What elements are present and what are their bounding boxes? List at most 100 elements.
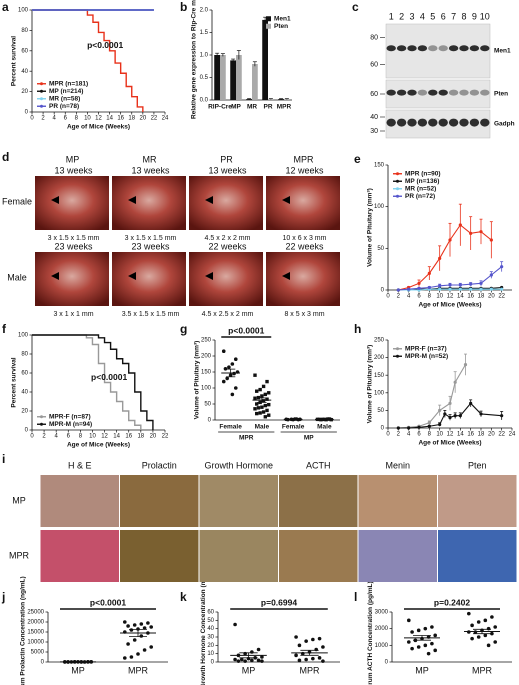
y-tick-label: 150 bbox=[374, 373, 385, 379]
group-label: MPR bbox=[239, 435, 254, 442]
y-tick-label: 0 bbox=[381, 426, 385, 432]
age-label: 22 weeks bbox=[208, 241, 247, 251]
point bbox=[256, 647, 261, 652]
x-tick-label: 4 bbox=[407, 294, 411, 300]
point bbox=[479, 287, 483, 291]
blot-label: Men1 bbox=[494, 48, 511, 55]
age-label: 13 weeks bbox=[131, 165, 170, 175]
x-tick-label: 12 bbox=[101, 434, 108, 440]
survival-line bbox=[32, 334, 142, 430]
x-tick-label: 6 bbox=[64, 116, 68, 122]
row-label: Male bbox=[7, 272, 27, 282]
series-line bbox=[398, 364, 466, 429]
point bbox=[304, 639, 308, 643]
y-tick-label: 0 bbox=[211, 660, 215, 666]
panel-label: l bbox=[354, 590, 357, 604]
point bbox=[265, 408, 269, 413]
bar bbox=[220, 55, 226, 100]
point bbox=[149, 625, 153, 629]
blot-band bbox=[448, 118, 459, 127]
blot-band bbox=[407, 45, 417, 52]
point bbox=[458, 414, 462, 418]
point bbox=[236, 659, 241, 663]
y-tick-label: 0 bbox=[208, 418, 212, 424]
point bbox=[142, 648, 147, 652]
legend-marker bbox=[396, 347, 399, 351]
x-tick-label: 4 bbox=[52, 116, 56, 122]
x-tick-label: 10 bbox=[436, 294, 443, 300]
y-tick-label: 2.0 bbox=[200, 8, 209, 14]
histology-image bbox=[358, 475, 437, 527]
column-label: H & E bbox=[68, 460, 92, 470]
point bbox=[416, 628, 421, 633]
point bbox=[225, 376, 229, 381]
y-tick-label: 100 bbox=[374, 390, 385, 396]
point bbox=[321, 659, 325, 663]
photo bbox=[189, 176, 263, 230]
point bbox=[223, 367, 228, 371]
pointer bbox=[282, 272, 290, 280]
x-tick-label: PR bbox=[263, 104, 272, 111]
legend-marker bbox=[396, 187, 399, 191]
point bbox=[467, 611, 471, 616]
point bbox=[233, 357, 238, 362]
histology-image bbox=[279, 530, 358, 582]
point bbox=[129, 628, 134, 632]
legend-marker bbox=[40, 104, 43, 108]
point bbox=[470, 636, 474, 641]
point bbox=[317, 656, 322, 660]
x-tick-label: 6 bbox=[417, 432, 421, 438]
point bbox=[258, 387, 262, 392]
photo bbox=[189, 252, 263, 306]
blot-band bbox=[396, 89, 407, 96]
legend-label: PR (n=72) bbox=[405, 193, 435, 200]
point bbox=[132, 638, 137, 642]
y-tick-label: 200 bbox=[201, 354, 212, 360]
blot-band bbox=[459, 45, 469, 52]
y-tick-label: 15000 bbox=[27, 630, 44, 636]
lane-label: 8 bbox=[461, 11, 466, 21]
point bbox=[396, 426, 400, 430]
point bbox=[489, 287, 493, 291]
x-tick-label: 24 bbox=[162, 116, 169, 122]
lane-label: 10 bbox=[480, 11, 490, 21]
point bbox=[146, 621, 150, 625]
point bbox=[149, 645, 153, 649]
age-label: 23 weeks bbox=[131, 241, 170, 251]
legend-label: MPR-M (n=94) bbox=[49, 421, 92, 428]
point bbox=[250, 658, 254, 663]
x-tick-label: 16 bbox=[467, 432, 474, 438]
point bbox=[256, 406, 261, 410]
point bbox=[142, 626, 147, 630]
blot-band bbox=[438, 89, 448, 96]
y-axis-label: Serum Growth Hormone Concentration (ng/m… bbox=[200, 564, 207, 685]
point bbox=[479, 230, 483, 234]
legend-label: PR (n=78) bbox=[49, 103, 79, 110]
panel-label: c bbox=[352, 0, 359, 14]
x-tick-label: 18 bbox=[137, 434, 144, 440]
age-label: 22 weeks bbox=[285, 241, 324, 251]
pointer bbox=[205, 196, 213, 204]
series-line bbox=[398, 224, 492, 291]
histology-image bbox=[120, 475, 199, 527]
y-tick-label: 250 bbox=[201, 338, 212, 344]
blot-band bbox=[469, 89, 480, 96]
histology-image bbox=[199, 530, 278, 582]
age-label: 13 weeks bbox=[54, 165, 93, 175]
x-tick-label: MP bbox=[231, 104, 241, 111]
blot-band bbox=[459, 118, 469, 127]
point bbox=[297, 643, 302, 648]
x-tick-label: 20 bbox=[150, 434, 157, 440]
point bbox=[265, 379, 269, 384]
blot-label: Pten bbox=[494, 91, 508, 98]
blot-band bbox=[407, 89, 417, 96]
point bbox=[427, 285, 431, 290]
point bbox=[136, 652, 140, 656]
x-tick-label: 0 bbox=[30, 116, 34, 122]
legend-label: MPR-F (n=87) bbox=[49, 413, 91, 420]
legend-label: MP (n=136) bbox=[405, 178, 439, 185]
blot-band bbox=[459, 89, 469, 96]
size-label: 4.5 x 2 x 2 mm bbox=[205, 235, 251, 242]
point bbox=[433, 648, 438, 653]
